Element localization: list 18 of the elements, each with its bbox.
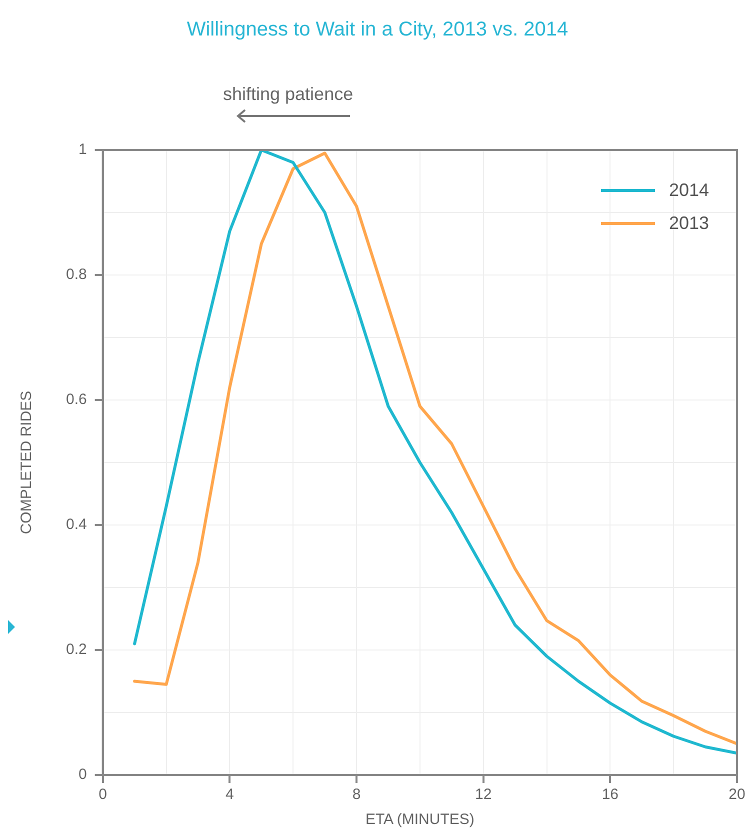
- y-tick-label: 0.8: [66, 266, 87, 284]
- text: shifting patience: [223, 84, 354, 105]
- y-tick-label: 0.4: [66, 516, 87, 534]
- y-tick-label: 0.6: [66, 391, 87, 408]
- x-axis-title: ETA (MINUTES): [365, 811, 474, 828]
- x-tick-label: 12: [474, 786, 492, 804]
- x-tick-label: 20: [728, 786, 746, 804]
- legend-label: 2014: [668, 180, 709, 201]
- x-tick-label: 0: [98, 786, 108, 804]
- chart-title: Willingness to Wait in a City, 2013 vs. 2014: [186, 18, 568, 41]
- y-tick-label: 0: [78, 766, 87, 784]
- y-axis-title: COMPLETED RIDES: [18, 390, 36, 534]
- x-tick-label: 16: [602, 786, 619, 804]
- y-tick-label: 1: [78, 141, 87, 158]
- y-tick-label: 0.2: [66, 641, 87, 658]
- x-tick-label: 4: [226, 786, 234, 804]
- x-tick-label: 8: [352, 786, 361, 804]
- legend-label: 2013: [668, 213, 709, 234]
